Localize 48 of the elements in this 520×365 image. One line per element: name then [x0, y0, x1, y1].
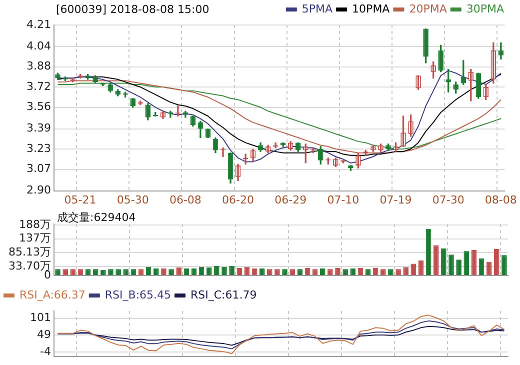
bar	[456, 260, 462, 275]
x-tick-label: 05-30	[116, 193, 149, 206]
chart-title: 成交量:629404	[57, 210, 136, 225]
x-tick-label: 08-08	[484, 193, 517, 206]
bar	[441, 248, 446, 275]
y-tick-label: -4	[40, 344, 51, 358]
y-tick-label: 137万	[19, 232, 51, 245]
y-tick-label: 2.90	[26, 184, 51, 197]
x-tick-label: 07-30	[432, 193, 464, 206]
y-tick-label: 4.21	[26, 18, 51, 31]
bar	[418, 260, 424, 275]
x-tick-label: 07-10	[327, 193, 360, 206]
y-tick-label: 33.70万	[8, 259, 51, 272]
x-tick-label: 06-20	[222, 193, 254, 206]
chart-title: [600039] 2018-08-08 15:00	[56, 3, 210, 16]
legend-label: 20PMA	[409, 2, 448, 16]
legend-label: RSI_A:66.37	[20, 288, 86, 302]
y-tick-label: 3.07	[26, 162, 51, 176]
x-tick-label: 05-21	[64, 193, 96, 206]
bar	[471, 250, 477, 275]
y-tick-label: 3.39	[26, 122, 51, 135]
legend-label: RSI_B:65.45	[104, 288, 172, 302]
legend-label: 10PMA	[352, 2, 390, 16]
y-tick-label: 3.56	[26, 100, 51, 114]
bar	[214, 266, 220, 275]
y-tick-label: 101	[30, 311, 51, 324]
y-tick-label: 4.04	[26, 39, 51, 52]
bar	[448, 254, 454, 275]
y-tick-label: 85.13万	[8, 246, 51, 259]
legend-label: 30PMA	[466, 2, 504, 16]
x-tick-label: 07-19	[380, 193, 412, 206]
y-tick-label: 3.23	[26, 142, 51, 155]
bar	[464, 251, 470, 275]
y-tick-label: 49	[37, 328, 51, 341]
y-tick-label: 188万	[19, 218, 51, 231]
bar	[229, 266, 234, 275]
legend-label: 5PMA	[302, 2, 334, 16]
bar	[433, 245, 439, 275]
bar	[502, 255, 507, 275]
legend-label: RSI_C:61.79	[190, 288, 257, 302]
x-tick-label: 06-08	[169, 193, 202, 206]
y-tick-label: 3.88	[26, 60, 51, 73]
bar	[478, 258, 484, 275]
bar	[426, 228, 432, 275]
bar	[410, 264, 416, 275]
x-tick-label: 06-29	[274, 193, 307, 206]
y-tick-label: 3.72	[26, 80, 51, 93]
bar	[494, 248, 500, 275]
